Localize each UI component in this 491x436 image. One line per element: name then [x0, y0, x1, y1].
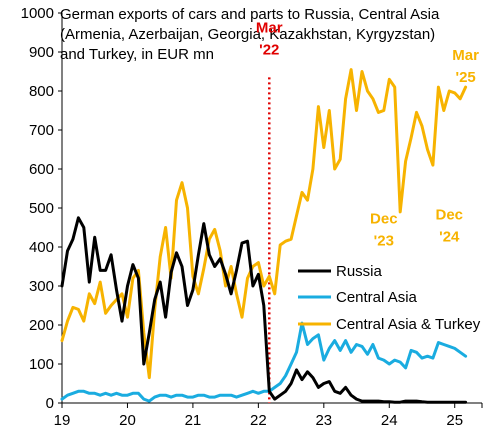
annotation-label: Dec [436, 207, 464, 224]
y-tick-label: 100 [29, 356, 54, 373]
annotation-label: '25 [456, 69, 476, 86]
series-line-central-asia [60, 321, 468, 403]
y-tick-label: 900 [29, 44, 54, 61]
chart-title-line: and Turkey, in EUR mn [60, 46, 214, 63]
annotation-label: '24 [439, 229, 460, 246]
legend-label: Russia [336, 263, 383, 280]
x-tick-label: 22 [250, 412, 267, 429]
annotation-label: '23 [374, 233, 394, 250]
series-line-russia [60, 216, 468, 404]
y-tick-label: 700 [29, 122, 54, 139]
y-tick-label: 600 [29, 161, 54, 178]
x-tick-label: 21 [185, 412, 202, 429]
x-tick-label: 24 [381, 412, 398, 429]
chart-title-line: German exports of cars and parts to Russ… [60, 6, 440, 23]
x-tick-label: 25 [446, 412, 463, 429]
series-line-central-asia-turkey [60, 68, 468, 380]
y-tick-label: 400 [29, 239, 54, 256]
legend-label: Central Asia & Turkey [336, 316, 481, 333]
y-tick-label: 500 [29, 200, 54, 217]
y-tick-label: 800 [29, 83, 54, 100]
x-tick-label: 20 [119, 412, 136, 429]
y-tick-label: 300 [29, 278, 54, 295]
legend-label: Central Asia [336, 289, 418, 306]
y-tick-label: 1000 [21, 5, 54, 22]
y-tick-label: 0 [46, 395, 54, 412]
annotation-label: Mar [256, 20, 283, 37]
chart-title-line: (Armenia, Azerbaijan, Georgia, Kazakhsta… [60, 26, 435, 43]
x-tick-label: 19 [54, 412, 71, 429]
y-tick-label: 200 [29, 317, 54, 334]
annotation-label: '22 [259, 42, 279, 59]
annotation-label: Dec [370, 211, 398, 228]
annotation-label: Mar [452, 47, 479, 64]
x-tick-label: 23 [315, 412, 332, 429]
